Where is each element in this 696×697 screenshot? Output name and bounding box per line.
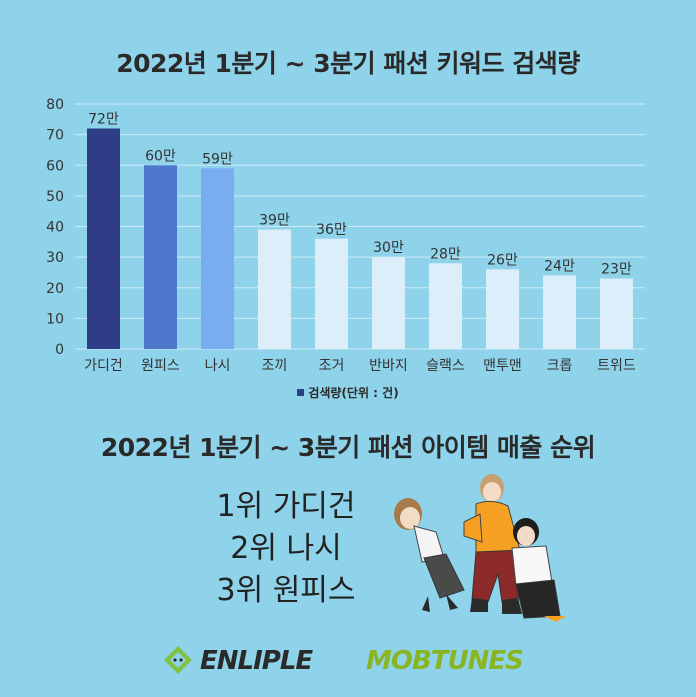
- y-tick-label: 20: [46, 281, 64, 297]
- bar: [315, 238, 348, 349]
- ranking-title: 2022년 1분기 ~ 3분기 패션 아이템 매출 순위: [100, 433, 596, 462]
- bar: [258, 229, 291, 349]
- x-tick-label: 조끼: [262, 358, 288, 374]
- data-label: 60만: [145, 148, 176, 164]
- x-tick-label: 가디건: [84, 358, 123, 374]
- x-tick-label: 트위드: [597, 358, 636, 374]
- ranking-item-1: 1위 가디건: [216, 489, 356, 524]
- x-tick-label: 슬랙스: [426, 358, 465, 374]
- x-tick-label: 맨투맨: [483, 358, 522, 374]
- bar: [201, 168, 234, 349]
- x-tick-label: 반바지: [369, 358, 408, 374]
- data-label: 24만: [544, 259, 575, 275]
- legend-label: 검색량(단위 : 건): [308, 386, 399, 400]
- y-tick-label: 80: [46, 97, 64, 113]
- mobtunes-logo-text: MOBTUNES: [366, 646, 524, 676]
- fashion-people-illustration: [394, 474, 566, 622]
- y-tick-label: 10: [46, 311, 64, 327]
- y-tick-label: 70: [46, 128, 64, 144]
- x-tick-label: 조거: [319, 358, 345, 374]
- enliple-logo-text: ENLIPLE: [200, 646, 313, 676]
- data-label: 39만: [259, 213, 290, 229]
- data-label: 23만: [601, 262, 632, 278]
- x-tick-label: 원피스: [141, 358, 180, 374]
- sales-ranking-list: 1위 가디건 2위 나시 3위 원피스: [196, 486, 376, 612]
- data-label: 30만: [373, 240, 404, 256]
- bar: [429, 263, 462, 349]
- ranking-item-3: 3위 원피스: [216, 573, 356, 608]
- bar: [486, 269, 519, 349]
- y-tick-label: 60: [46, 158, 64, 174]
- chart-title: 2022년 1분기 ~ 3분기 패션 키워드 검색량: [116, 49, 580, 78]
- data-label: 28만: [430, 246, 461, 262]
- legend-swatch: [297, 389, 305, 396]
- chart-legend: 검색량(단위 : 건): [0, 384, 696, 401]
- mobtunes-logo: MOBTUNES: [366, 640, 556, 680]
- x-tick-label: 크롭: [547, 358, 573, 374]
- y-tick-label: 0: [55, 342, 64, 358]
- bar: [543, 275, 576, 349]
- data-label: 26만: [487, 252, 518, 268]
- bar: [600, 278, 633, 349]
- enliple-logo: ENLIPLE: [160, 640, 330, 680]
- ranking-item-2: 2위 나시: [230, 531, 342, 566]
- x-tick-label: 나시: [205, 358, 231, 374]
- data-label: 59만: [202, 151, 233, 167]
- y-tick-label: 30: [46, 250, 64, 266]
- y-tick-label: 50: [46, 189, 64, 205]
- y-tick-label: 40: [46, 220, 64, 236]
- enliple-logo-icon: [164, 646, 192, 674]
- bar: [144, 165, 177, 349]
- bar: [372, 257, 405, 349]
- data-label: 72만: [88, 112, 119, 128]
- bar: [87, 128, 120, 349]
- data-label: 36만: [316, 222, 347, 238]
